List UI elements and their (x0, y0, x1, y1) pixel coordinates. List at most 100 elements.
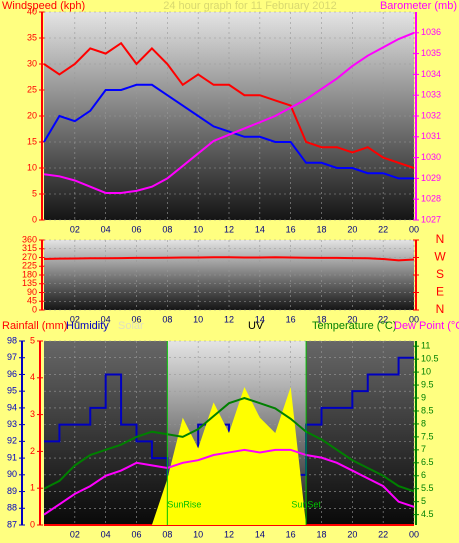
x-tick-label: 14 (255, 529, 265, 539)
night (306, 341, 414, 525)
y-tick-label: 88 (7, 503, 17, 513)
y2-tick-label: 10 (421, 366, 431, 376)
y2-tick-label: E (436, 285, 444, 299)
x-tick-label: 06 (131, 224, 141, 234)
y2-tick-label: S (436, 267, 444, 281)
y-tick-label: 225 (22, 261, 37, 271)
y-tick-label: 360 (22, 234, 37, 244)
x-tick-label: 08 (162, 529, 172, 539)
y-tick-label: 10 (27, 162, 37, 172)
y3-tick-label: 3 (30, 409, 35, 419)
y-tick-label: 89 (7, 486, 17, 496)
x-tick-label: 22 (378, 314, 388, 324)
y2-tick-label: 4.5 (421, 509, 434, 519)
y-tick-label: 180 (22, 269, 37, 279)
y-tick-label: 90 (7, 469, 17, 479)
y2-tick-label: 1027 (421, 214, 441, 224)
y2-tick-label: 8.5 (421, 405, 434, 415)
y-tick-label: 20 (27, 110, 37, 120)
y-tick-label: 95 (7, 386, 17, 396)
y-tick-label: 270 (22, 252, 37, 262)
x-tick-label: 18 (316, 529, 326, 539)
y2-tick-label: 1032 (421, 110, 441, 120)
y2-tick-label: 10.5 (421, 354, 439, 364)
series-line (43, 83, 414, 180)
annotation: SunRise (167, 499, 201, 509)
x-tick-label: 06 (131, 529, 141, 539)
y2-tick-label: 1028 (421, 194, 441, 204)
x-tick-label: 04 (101, 529, 111, 539)
x-tick-label: 18 (316, 314, 326, 324)
y2-tick-label: N (436, 232, 445, 246)
series-line (43, 448, 415, 516)
y3-tick-label: 1 (30, 483, 35, 493)
y-tick-label: 0 (32, 304, 37, 314)
y2-tick-label: 7 (421, 444, 426, 454)
y2-tick-label: 5.5 (421, 483, 434, 493)
series-name: Solar (118, 320, 144, 332)
x-tick-label: 16 (286, 529, 296, 539)
y2-tick-label: 1036 (421, 27, 441, 37)
x-tick-label: 02 (70, 529, 80, 539)
y2-tick-label: 9 (421, 392, 426, 402)
series-name: Dew Point (°C) (394, 320, 459, 332)
y2-tick-label: 11 (421, 341, 430, 351)
y-tick-label: 15 (27, 136, 37, 146)
y-tick-label: 135 (22, 278, 37, 288)
y-tick-label: 90 (27, 287, 37, 297)
x-tick-label: 10 (193, 314, 203, 324)
x-tick-label: 12 (224, 529, 234, 539)
y-axis-title: Windspeed (kph) (2, 0, 85, 12)
x-tick-label: 22 (378, 529, 388, 539)
y-tick-label: 45 (27, 296, 37, 306)
y2-tick-label: 7.5 (421, 431, 434, 441)
y2-tick-label: W (434, 250, 446, 264)
y3-tick-label: 4 (30, 372, 35, 382)
x-tick-label: 02 (70, 224, 80, 234)
y-tick-label: 5 (32, 188, 37, 198)
y-tick-label: 97 (7, 352, 17, 362)
x-tick-label: 20 (347, 314, 357, 324)
x-tick-label: 06 (131, 314, 141, 324)
y-tick-label: 87 (7, 519, 17, 529)
y2-tick-label: 1035 (421, 48, 441, 58)
x-tick-label: 00 (409, 314, 419, 324)
y2-tick-label: 6.5 (421, 457, 434, 467)
x-tick-label: 16 (286, 224, 296, 234)
x-tick-label: 00 (409, 529, 419, 539)
uv-label: UV (248, 320, 264, 332)
x-tick-label: 14 (255, 314, 265, 324)
y2-tick-label: 1034 (421, 69, 441, 79)
annotation: SunSet (291, 499, 321, 509)
y-tick-label: 315 (22, 243, 37, 253)
x-tick-label: 14 (255, 224, 265, 234)
y3-tick-label: 5 (30, 335, 35, 345)
y2-tick-label: N (436, 302, 445, 316)
y-tick-label: 25 (27, 84, 37, 94)
series-line (43, 31, 415, 194)
y-tick-label: 91 (7, 452, 17, 462)
x-tick-label: 18 (316, 224, 326, 234)
y2-tick-label: 6 (421, 470, 426, 480)
series-name: Temperature (°C) (312, 320, 396, 332)
series-line (43, 256, 415, 262)
y-tick-label: 94 (7, 402, 17, 412)
x-tick-label: 12 (224, 224, 234, 234)
x-tick-label: 08 (162, 224, 172, 234)
y-tick-label: 92 (7, 436, 17, 446)
y-tick-label: 0 (32, 214, 37, 224)
x-tick-label: 12 (224, 314, 234, 324)
solar-area (44, 387, 414, 525)
x-tick-label: 00 (409, 224, 419, 234)
x-tick-label: 10 (193, 224, 203, 234)
y2-tick-label: 1031 (421, 131, 441, 141)
series-name: Rainfall (mm) (2, 320, 67, 332)
x-tick-label: 20 (347, 529, 357, 539)
y2-axis-title: Barometer (mb) (380, 0, 457, 12)
x-tick-label: 20 (347, 224, 357, 234)
y3-tick-label: 0 (30, 519, 35, 529)
y-tick-label: 35 (27, 32, 37, 42)
x-tick-label: 10 (193, 529, 203, 539)
y2-tick-label: 5 (421, 496, 426, 506)
